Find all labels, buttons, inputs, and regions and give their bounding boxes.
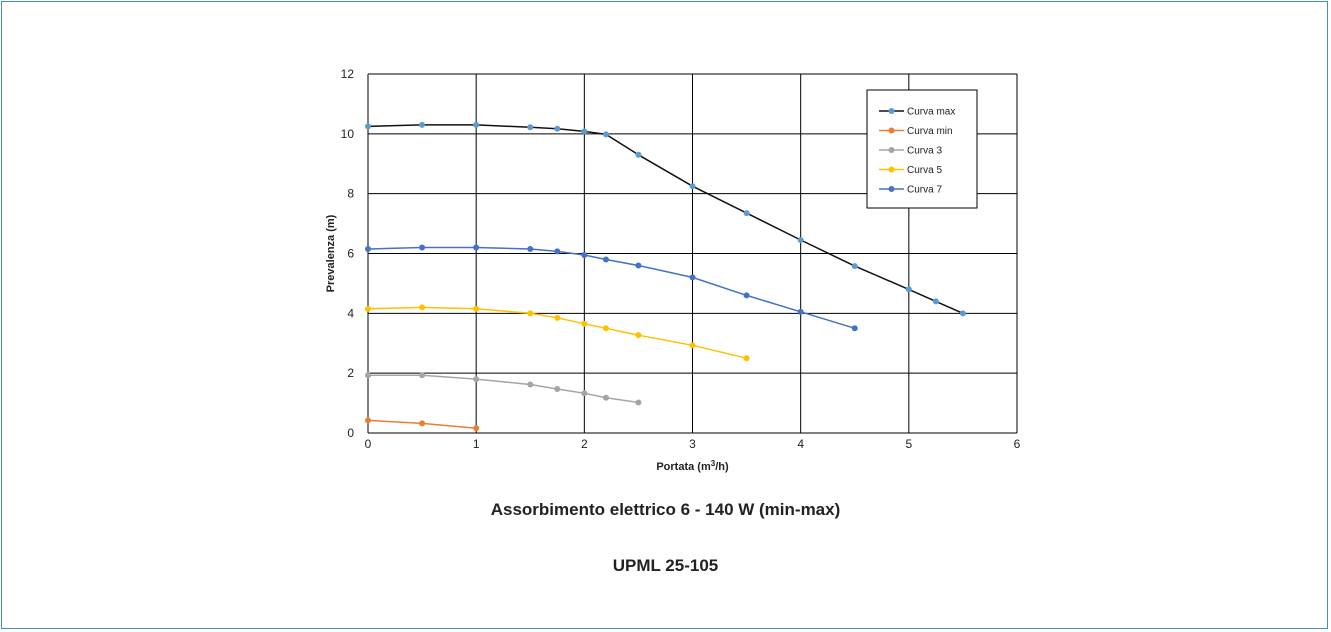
series-curva-min bbox=[365, 417, 480, 432]
data-point bbox=[554, 314, 561, 321]
x-tick-label: 4 bbox=[797, 437, 804, 451]
data-point bbox=[851, 325, 858, 332]
legend-label: Curva 7 bbox=[907, 185, 942, 196]
y-tick-label: 2 bbox=[347, 366, 354, 380]
data-point bbox=[554, 248, 561, 255]
data-point bbox=[959, 310, 966, 317]
data-point bbox=[419, 304, 426, 311]
y-tick-label: 8 bbox=[347, 187, 354, 201]
x-tick-label: 6 bbox=[1014, 437, 1021, 451]
y-axis-title: Prevalenza (m) bbox=[325, 214, 337, 292]
data-point bbox=[743, 355, 750, 362]
legend-marker bbox=[888, 108, 895, 114]
data-point bbox=[581, 390, 588, 397]
legend-item: Curva min bbox=[879, 126, 953, 137]
y-tick-label: 6 bbox=[347, 247, 354, 261]
legend-item: Curva 5 bbox=[879, 165, 942, 176]
data-point bbox=[797, 308, 804, 315]
data-point bbox=[743, 210, 750, 217]
y-tick-label: 0 bbox=[347, 426, 354, 440]
data-point bbox=[365, 246, 371, 253]
data-point bbox=[635, 151, 642, 158]
data-point bbox=[419, 372, 426, 379]
y-tick-label: 12 bbox=[341, 67, 355, 81]
data-point bbox=[527, 246, 534, 253]
data-point bbox=[602, 256, 609, 263]
legend-label: Curva min bbox=[907, 126, 953, 137]
legend-label: Curva 3 bbox=[907, 146, 942, 157]
data-point bbox=[689, 183, 696, 190]
legend-marker bbox=[888, 147, 895, 153]
data-point bbox=[473, 425, 480, 432]
data-point bbox=[527, 124, 534, 131]
data-point bbox=[602, 325, 609, 332]
data-point bbox=[797, 237, 804, 244]
x-tick-label: 0 bbox=[365, 437, 372, 451]
data-point bbox=[635, 399, 642, 406]
legend-label: Curva 5 bbox=[907, 165, 942, 176]
data-point bbox=[581, 251, 588, 258]
data-point bbox=[932, 298, 939, 305]
data-point bbox=[689, 274, 696, 281]
data-point bbox=[419, 244, 426, 251]
legend: Curva max Curva min Curva 3 Curva 5 Curva 7 bbox=[866, 89, 978, 209]
data-point bbox=[554, 125, 561, 132]
data-point bbox=[743, 292, 750, 299]
data-point bbox=[851, 263, 858, 270]
x-tick-label: 3 bbox=[689, 437, 696, 451]
data-point bbox=[602, 131, 609, 138]
x-tick-label: 1 bbox=[473, 437, 480, 451]
data-point bbox=[419, 121, 426, 128]
data-point bbox=[365, 417, 371, 424]
series-curva-7 bbox=[365, 244, 858, 332]
series-line bbox=[367, 306, 747, 359]
data-point bbox=[365, 123, 371, 130]
series-curva-5 bbox=[365, 304, 750, 362]
data-point bbox=[419, 420, 426, 427]
data-point bbox=[635, 332, 642, 339]
data-point bbox=[905, 286, 912, 293]
legend-marker bbox=[888, 127, 895, 134]
x-tick-label: 5 bbox=[905, 437, 912, 451]
data-point bbox=[689, 342, 696, 349]
series-line bbox=[368, 374, 639, 404]
data-point bbox=[365, 305, 371, 312]
y-tick-label: 4 bbox=[347, 306, 354, 320]
legend-item: Curva 3 bbox=[879, 146, 942, 157]
series-curva-3 bbox=[365, 372, 642, 406]
data-point bbox=[527, 381, 534, 388]
legend-marker bbox=[888, 186, 895, 192]
data-point bbox=[554, 386, 561, 393]
data-point bbox=[581, 320, 588, 327]
data-point bbox=[473, 305, 480, 312]
data-point bbox=[473, 376, 480, 383]
data-point bbox=[473, 121, 480, 128]
data-point bbox=[527, 310, 534, 317]
x-axis-title: Portata (m3/h) bbox=[656, 459, 729, 473]
legend-item: Curva max bbox=[879, 107, 955, 118]
data-point bbox=[581, 128, 588, 135]
series-line bbox=[367, 246, 856, 330]
data-point bbox=[635, 262, 642, 269]
legend-item: Curva 7 bbox=[879, 185, 942, 196]
model-caption: UPML 25-105 bbox=[612, 556, 719, 575]
data-point bbox=[602, 394, 609, 401]
series-curva-max bbox=[365, 121, 966, 317]
data-point bbox=[365, 372, 371, 379]
x-tick-label: 2 bbox=[581, 437, 588, 451]
series-layer bbox=[365, 121, 966, 432]
power-caption: Assorbimento elettrico 6 - 140 W (min-ma… bbox=[490, 500, 841, 519]
legend-label: Curva max bbox=[907, 107, 955, 118]
legend-marker bbox=[888, 166, 895, 173]
data-point bbox=[473, 244, 480, 251]
y-tick-label: 10 bbox=[341, 127, 355, 141]
